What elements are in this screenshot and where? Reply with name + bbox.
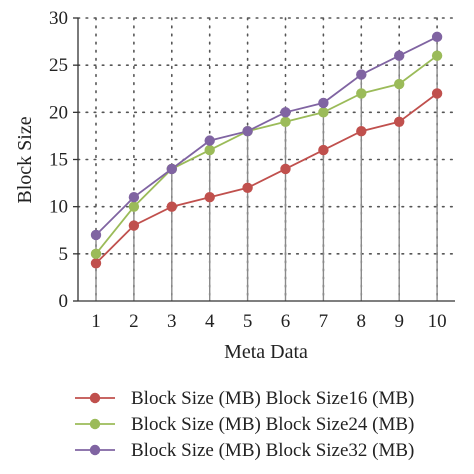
data-point-series-1 [431,88,443,99]
x-tick-label: 3 [167,311,177,332]
data-point-series-1 [166,201,177,212]
x-tick-label: 9 [394,311,404,332]
data-point-series-3 [90,229,102,241]
x-axis-title: Meta Data [224,341,308,363]
data-point-series-3 [166,163,177,175]
drop-lines [95,36,438,301]
data-point-series-2 [431,50,443,61]
data-point-series-2 [280,116,291,127]
y-tick-label: 30 [49,8,68,29]
data-point-series-1 [128,220,140,231]
y-tick-label: 20 [49,102,68,123]
data-point-series-3 [242,126,253,137]
data-point-series-3 [128,192,140,203]
data-point-series-1 [356,126,367,137]
data-point-series-2 [356,88,367,99]
data-point-series-3 [394,50,405,61]
y-axis-title: Block Size [14,116,36,203]
data-point-series-1 [394,116,405,127]
data-point-series-2 [204,144,215,156]
x-tick-label: 6 [281,311,291,332]
data-point-series-3 [318,97,329,109]
y-tick-label: 10 [49,197,68,218]
data-point-series-2 [90,248,102,260]
series-line-3 [95,36,438,236]
data-point-series-1 [318,144,329,156]
data-point-series-1 [242,182,253,193]
y-tick-label: 5 [59,244,69,265]
data-point-series-1 [90,258,102,269]
legend-marker [89,444,101,456]
legend-entry: Block Size (MB) Block Size16 (MB) [131,388,414,409]
data-point-series-2 [394,78,405,90]
y-tick-label: 15 [49,150,68,171]
y-tick-label: 25 [49,55,68,76]
series-line-2 [95,54,438,255]
legend-marker [89,418,101,430]
legend-entry: Block Size (MB) Block Size24 (MB) [131,414,414,435]
y-tick-label: 0 [59,291,69,312]
series-line-1 [95,92,438,264]
data-point-series-1 [280,163,291,175]
x-tick-label: 4 [205,311,215,332]
series-layer [90,31,443,269]
data-point-series-2 [128,201,140,212]
x-tick-label: 7 [319,311,329,332]
legend-entry: Block Size (MB) Block Size32 (MB) [131,440,414,461]
data-point-series-3 [431,31,443,43]
data-point-series-1 [204,192,215,203]
x-tick-label: 5 [243,311,253,332]
legend: Block Size (MB) Block Size16 (MB) Block S… [75,388,414,461]
data-point-series-3 [204,135,215,146]
tick-labels: 0 5 10 15 20 25 30 1 2 3 4 5 6 7 8 9 10 [49,8,447,332]
legend-marker [89,392,101,404]
x-tick-label: 8 [357,311,367,332]
x-tick-label: 1 [91,311,101,332]
data-point-series-2 [318,107,329,118]
axes [73,17,455,302]
data-point-series-3 [356,69,367,80]
x-tick-label: 10 [428,311,447,332]
x-tick-label: 2 [129,311,139,332]
data-point-series-3 [280,107,291,118]
